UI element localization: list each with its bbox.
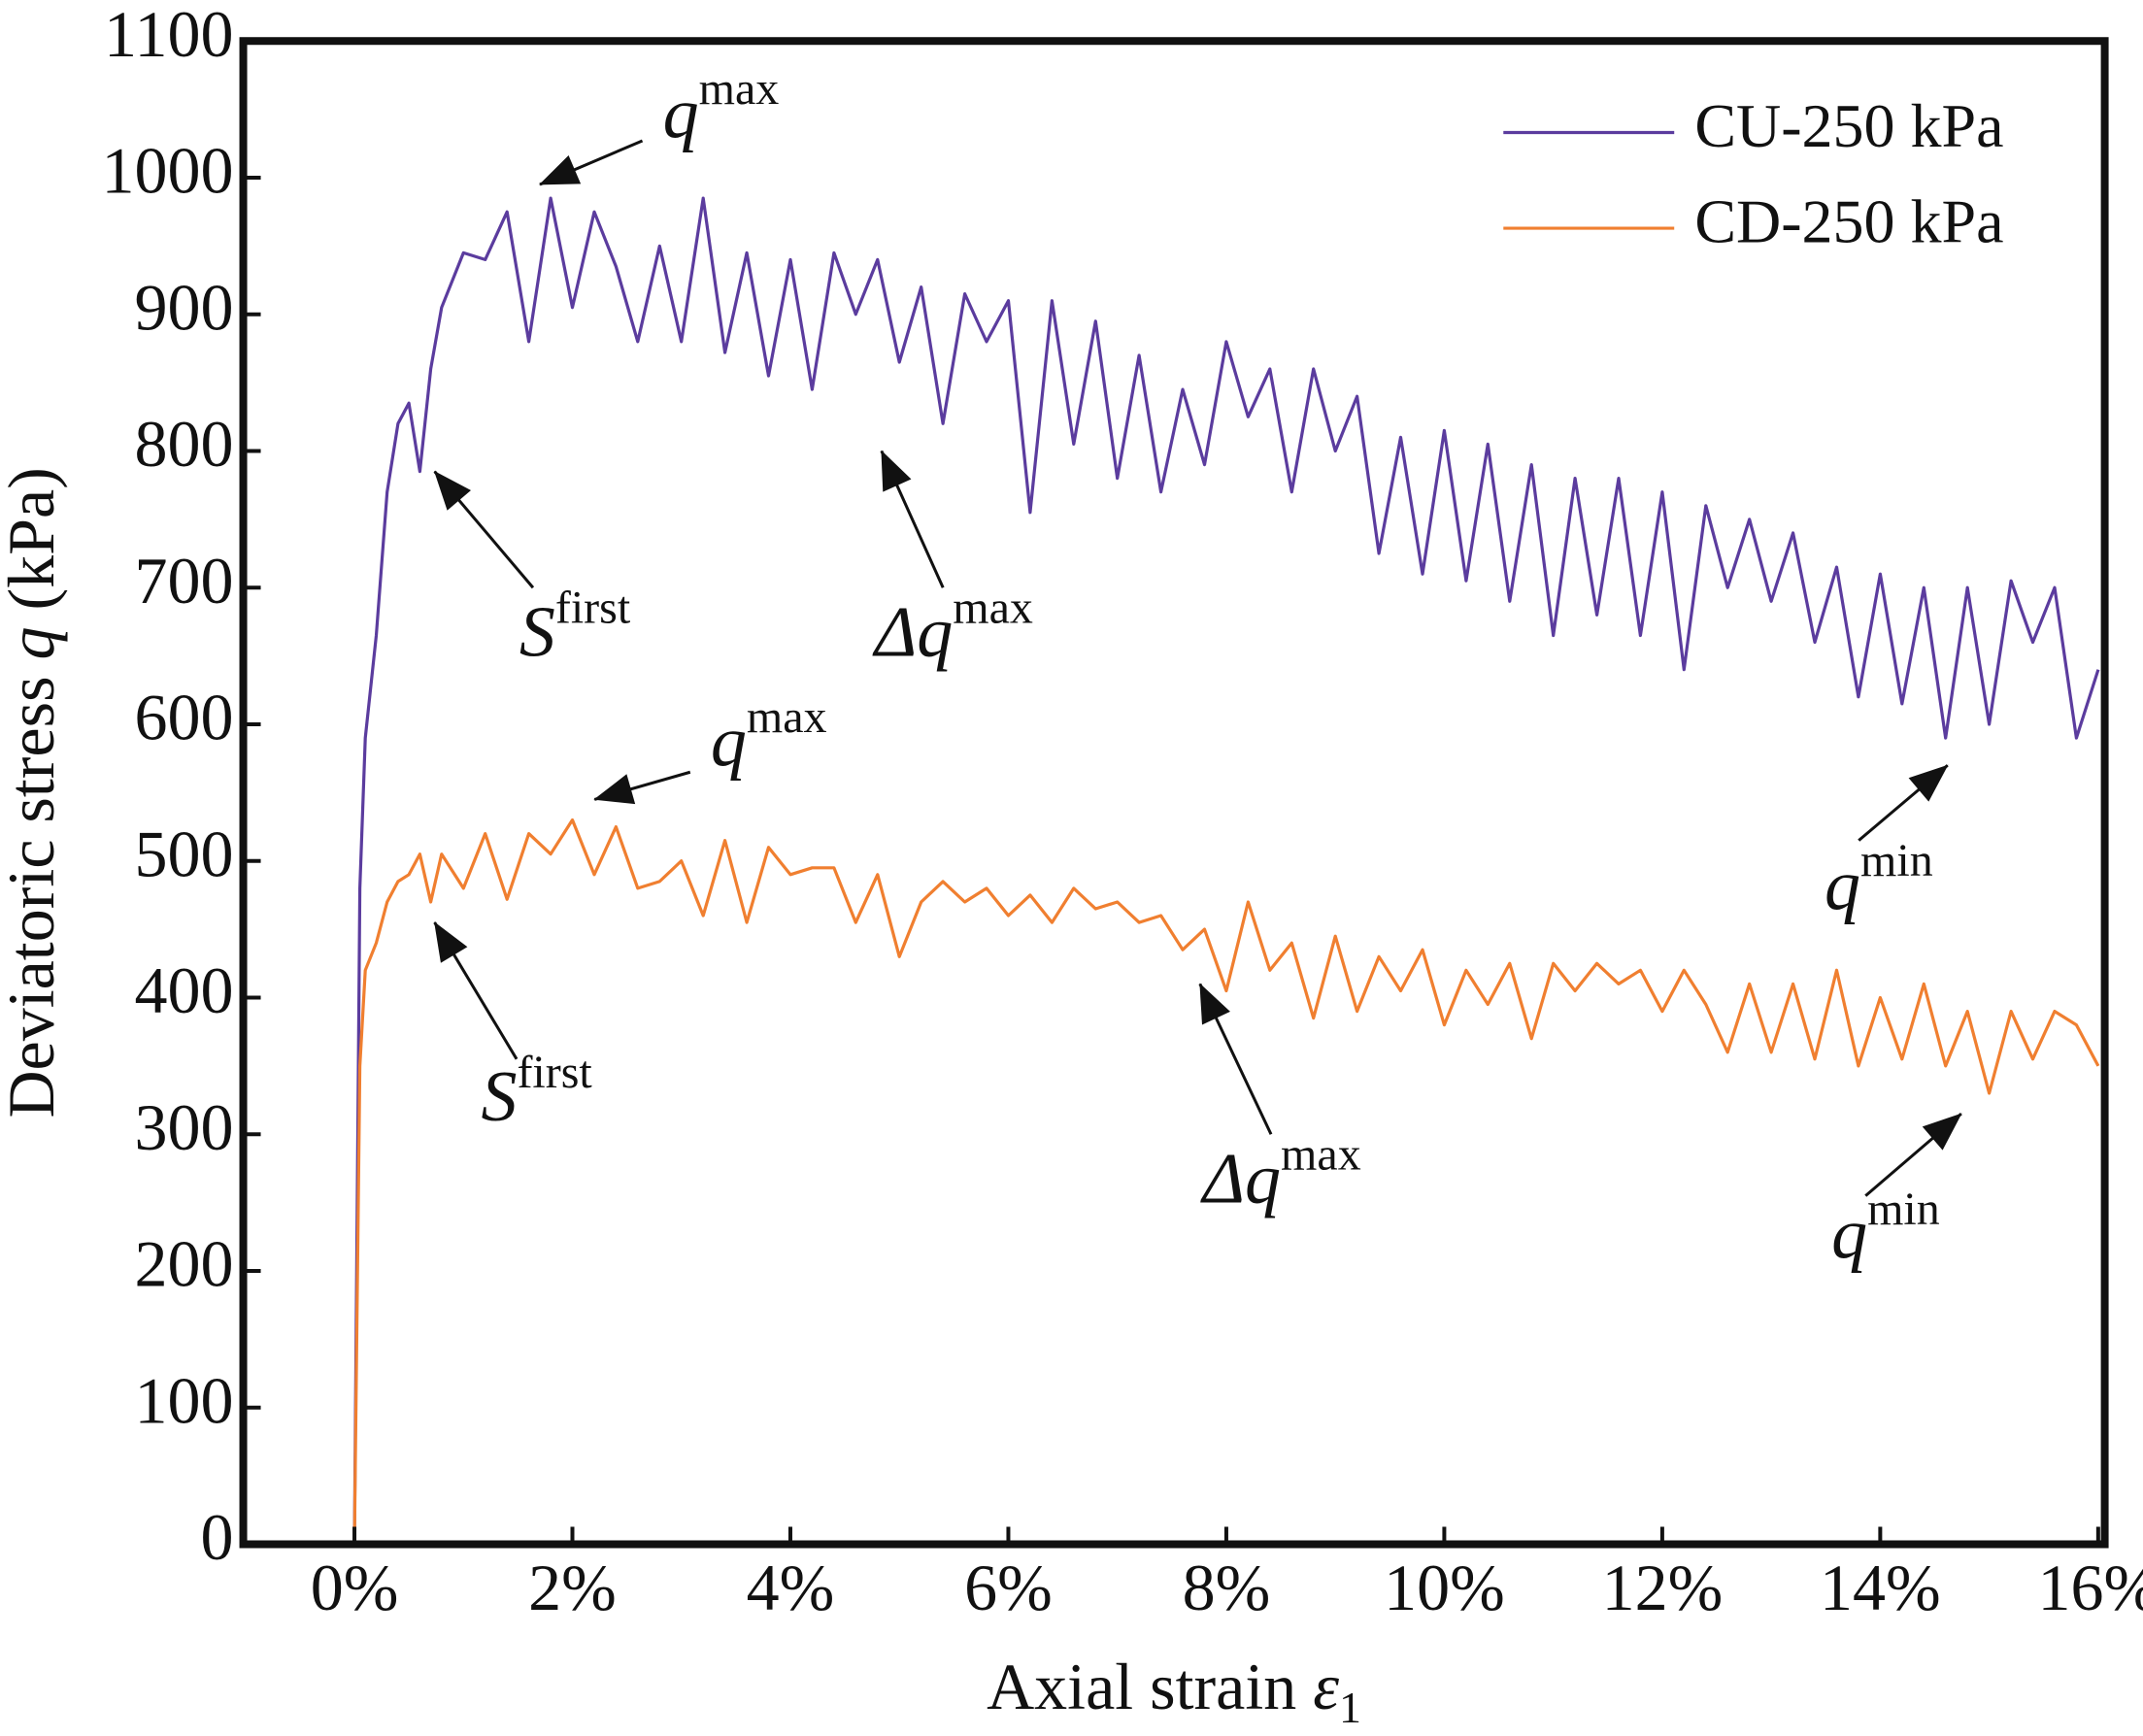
y-tick-label: 1100 [104, 0, 233, 71]
y-label-var: q [0, 626, 68, 659]
annotation-sup: first [555, 583, 631, 634]
data-line [352, 196, 2100, 1545]
annotation-symbol: q [1831, 1194, 1867, 1274]
y-tick-label: 200 [135, 1227, 234, 1301]
annotation: qmax [711, 691, 827, 782]
annotation: Sfirst [481, 1047, 592, 1137]
y-tick-label: 400 [135, 953, 234, 1027]
annotation-arrow [433, 921, 519, 1060]
x-label-text: Axial strain [987, 1650, 1313, 1723]
x-tick-label: 6% [964, 1551, 1053, 1624]
x-tick-label: 8% [1183, 1551, 1271, 1624]
x-label-sub: 1 [1339, 1683, 1361, 1732]
y-tick-label: 700 [135, 544, 234, 618]
x-tick-label: 14% [1820, 1551, 1941, 1624]
annotation-arrow [1864, 1112, 1962, 1197]
annotation-arrow [433, 470, 535, 589]
y-tick-label: 1000 [102, 134, 234, 208]
data-line [352, 818, 2100, 1545]
x-tick-label: 10% [1384, 1551, 1505, 1624]
y-label-text: (kPa) [0, 467, 68, 626]
y-tick-label: 500 [135, 817, 234, 890]
annotation-arrow [1198, 983, 1273, 1135]
x-label-var: ε [1313, 1650, 1339, 1723]
annotation: qmin [1831, 1184, 1940, 1274]
annotation-sup: max [699, 63, 780, 115]
annotation-arrow [1858, 764, 1949, 842]
y-tick-label: 800 [135, 407, 234, 481]
x-tick-label: 0% [311, 1551, 399, 1624]
annotation-symbol: Δq [872, 593, 953, 673]
annotation: Δqmax [872, 583, 1033, 673]
x-tick-label: 16% [2038, 1551, 2143, 1624]
x-axis-label: Axial strain ε1 [987, 1650, 1361, 1732]
annotation-sup: first [517, 1047, 592, 1098]
annotation-symbol: S [481, 1057, 517, 1137]
annotation-arrow [539, 139, 644, 186]
annotation: qmin [1825, 835, 1933, 925]
annotation: Sfirst [519, 583, 631, 673]
annotation-sup: min [1860, 835, 1933, 886]
legend-label: CU-250 kPa [1694, 91, 2003, 160]
annotation-sup: max [1281, 1129, 1361, 1181]
legend-label: CD-250 kPa [1694, 187, 2003, 256]
x-tick-label: 12% [1602, 1551, 1724, 1624]
annotation-symbol: q [663, 74, 699, 153]
annotation: Δqmax [1200, 1129, 1361, 1219]
y-tick-label: 900 [135, 270, 234, 344]
annotation-arrow [593, 770, 691, 805]
x-tick-label: 2% [528, 1551, 617, 1624]
x-tick-label: 4% [747, 1551, 835, 1624]
plot-frame [239, 37, 2109, 1549]
y-label-text: Deviatoric stress [0, 659, 68, 1118]
y-tick-label: 100 [135, 1363, 234, 1437]
y-axis-label: Deviatoric stress q (kPa) [0, 467, 68, 1118]
annotation-sup: min [1867, 1184, 1940, 1235]
annotation-symbol: S [519, 593, 555, 673]
annotation: qmax [663, 63, 780, 153]
annotation-sup: max [747, 691, 827, 743]
y-tick-label: 300 [135, 1090, 234, 1164]
annotation-symbol: q [1825, 846, 1860, 925]
annotation-arrow [880, 450, 945, 588]
y-tick-label: 600 [135, 681, 234, 754]
y-tick-label: 0 [201, 1500, 234, 1574]
annotation-symbol: Δq [1200, 1140, 1281, 1219]
annotation-sup: max [953, 583, 1033, 634]
annotation-symbol: q [711, 702, 747, 782]
